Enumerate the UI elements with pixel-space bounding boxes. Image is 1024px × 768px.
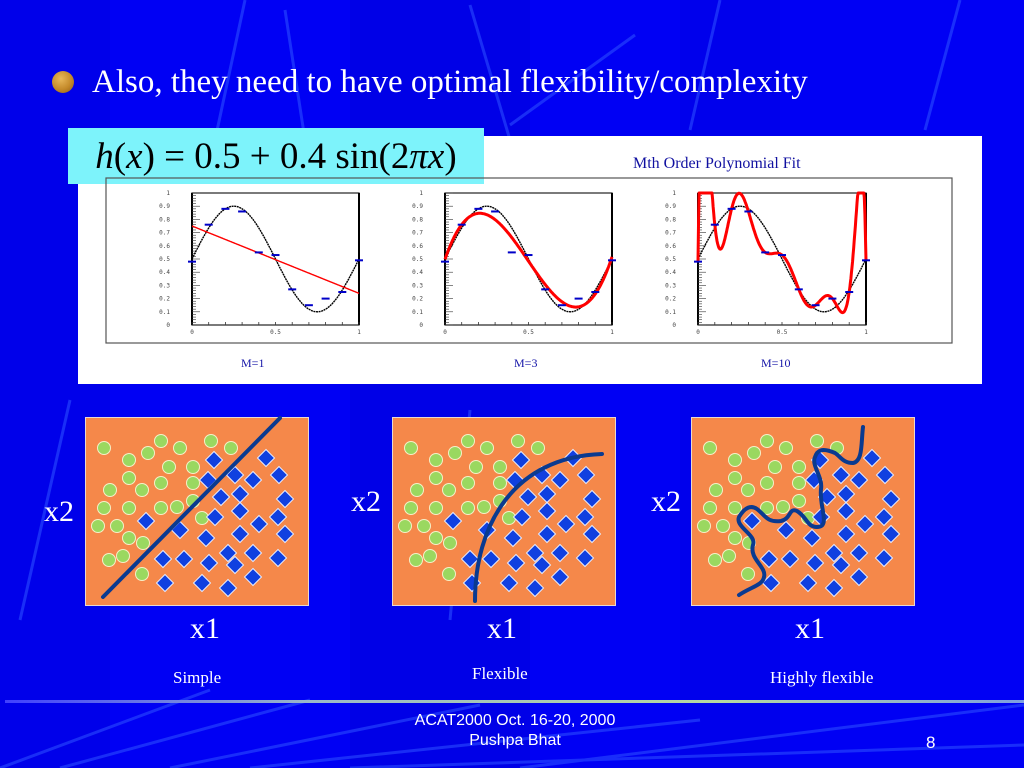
x-tick-label: 0 — [696, 329, 700, 336]
y-tick-label: 0.5 — [412, 256, 423, 263]
y-tick-label: 0.8 — [412, 216, 423, 223]
y-tick-label: 0.2 — [412, 296, 423, 303]
y-tick-label: 0.8 — [159, 216, 170, 223]
footer-conference: ACAT2000 Oct. 16-20, 2000 — [414, 712, 616, 729]
y-tick-label: 0.7 — [412, 230, 423, 237]
fit-curve-M=10 — [696, 191, 868, 315]
formula-var2: x — [427, 135, 445, 177]
page-number: 8 — [926, 733, 936, 752]
fit-curve-M=1 — [191, 225, 360, 294]
y-tick-label: 0.4 — [412, 269, 423, 276]
y-axis-label-2: x2 — [351, 485, 381, 518]
bullet-icon — [52, 71, 74, 93]
formula-end: ) — [444, 135, 457, 177]
x-axis-label-2: x1 — [487, 612, 517, 645]
y-tick-label: 0.6 — [159, 243, 170, 250]
y-tick-label: 0 — [672, 322, 676, 329]
formula-box: h(x) = 0.5 + 0.4 sin(2πx) — [68, 128, 484, 184]
y-tick-label: 1 — [419, 190, 423, 197]
y-tick-label: 1 — [166, 190, 170, 197]
y-tick-label: 0 — [166, 322, 170, 329]
y-tick-label: 0.2 — [665, 296, 676, 303]
formula-pi: π — [409, 135, 428, 177]
x-tick-label: 0.5 — [777, 329, 788, 336]
y-tick-label: 0.3 — [412, 282, 423, 289]
y-tick-label: 0.4 — [665, 269, 676, 276]
y-tick-label: 0.9 — [665, 203, 676, 210]
y-tick-label: 0.5 — [665, 256, 676, 263]
caption-flexible: Flexible — [472, 664, 528, 683]
x-tick-label: 0.5 — [270, 329, 281, 336]
y-axis-label-3: x2 — [651, 485, 681, 518]
y-tick-label: 0.1 — [412, 309, 423, 316]
formula-var: x — [126, 135, 143, 177]
caption-simple: Simple — [173, 668, 222, 687]
true-function-curve — [697, 205, 867, 313]
y-tick-label: 0.9 — [412, 203, 423, 210]
panel-label-m3: M=3 — [514, 356, 538, 370]
y-tick-label: 0.6 — [412, 243, 423, 250]
y-tick-label: 0.3 — [159, 282, 170, 289]
x-axis-label-3: x1 — [795, 612, 825, 645]
formula-body: = 0.5 + 0.4 sin(2 — [164, 135, 410, 177]
panel-label-m10: M=10 — [761, 356, 791, 370]
y-tick-label: 0.1 — [159, 309, 170, 316]
y-tick-label: 0.5 — [159, 256, 170, 263]
x-tick-label: 1 — [610, 329, 614, 336]
y-tick-label: 0.1 — [665, 309, 676, 316]
plot-M=3: 0 0.1 0.2 0.3 0.4 0.5 0.6 0.7 0.8 0.9 1 0 0.5 1 — [412, 190, 616, 336]
y-tick-label: 0.4 — [159, 269, 170, 276]
y-tick-label: 1 — [672, 190, 676, 197]
y-tick-label: 0.8 — [665, 216, 676, 223]
y-tick-label: 0.3 — [665, 282, 676, 289]
formula: h(x) = 0.5 + 0.4 sin(2πx) — [95, 135, 457, 177]
plot-M=10: 0 0.1 0.2 0.3 0.4 0.5 0.6 0.7 0.8 0.9 1 0 0.5 1 — [665, 190, 870, 336]
x-tick-label: 0 — [190, 329, 194, 336]
x-tick-label: 0 — [443, 329, 447, 336]
plot-M=1: 0 0.1 0.2 0.3 0.4 0.5 0.6 0.7 0.8 0.9 1 0 0.5 1 — [159, 190, 363, 336]
y-tick-label: 0.9 — [159, 203, 170, 210]
plot-frame — [697, 192, 867, 326]
fit-curve-M=3 — [443, 211, 614, 309]
y-tick-label: 0.7 — [665, 230, 676, 237]
y-tick-label: 0.6 — [665, 243, 676, 250]
footer-divider — [5, 700, 1024, 703]
y-tick-label: 0 — [419, 322, 423, 329]
footer-author: Pushpa Bhat — [469, 732, 561, 749]
x-tick-label: 0.5 — [523, 329, 534, 336]
y-tick-label: 0.7 — [159, 230, 170, 237]
y-tick-label: 0.2 — [159, 296, 170, 303]
bullet-text: Also, they need to have optimal flexibil… — [92, 64, 808, 100]
caption-highly-flexible: Highly flexible — [770, 668, 874, 687]
x-tick-label: 1 — [864, 329, 868, 336]
x-axis-label-1: x1 — [190, 612, 220, 645]
chart-title: Mth Order Polynomial Fit — [633, 155, 801, 172]
y-axis-label-1: x2 — [44, 495, 74, 528]
x-tick-label: 1 — [357, 329, 361, 336]
bullet-item: Also, they need to have optimal flexibil… — [52, 62, 808, 102]
panel-label-m1: M=1 — [241, 356, 265, 370]
